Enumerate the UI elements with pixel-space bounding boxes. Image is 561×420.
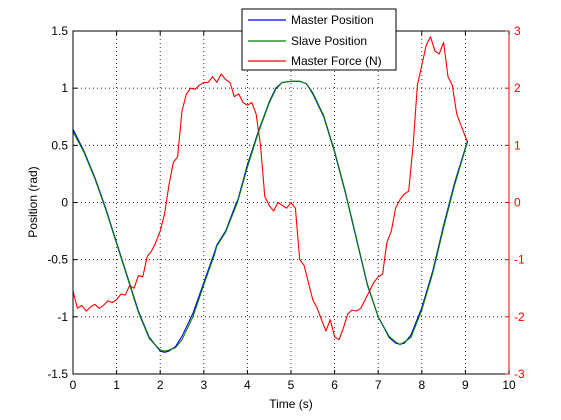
series-lines — [72, 36, 469, 353]
tick-labels: 0 1 2 3 4 5 6 7 8 9 10 -1.5 -1 -0.5 0 0.5 1 1.5 -3 -2 -1 0 1 2 3 — [47, 24, 525, 392]
x-tick-label: 6 — [331, 378, 338, 392]
y2-tick-label: -3 — [514, 367, 525, 381]
x-tick-label: 10 — [502, 378, 516, 392]
legend-label-slave-position: Slave Position — [291, 34, 367, 48]
legend-label-master-force: Master Force (N) — [291, 54, 382, 68]
series-master-force — [72, 36, 469, 341]
y-tick-label: 0 — [61, 196, 68, 210]
y-tick-label: 0.5 — [51, 138, 68, 152]
y-tick-label: -1 — [57, 310, 68, 324]
y2-tick-label: 2 — [514, 81, 521, 95]
x-axis-label: Time (s) — [269, 397, 313, 411]
y-tick-label: -1.5 — [47, 367, 68, 381]
y2-tick-label: -1 — [514, 253, 525, 267]
y2-tick-label: 3 — [514, 24, 521, 38]
y2-tick-label: 1 — [514, 138, 521, 152]
legend: Master Position Slave Position Master Fo… — [241, 8, 397, 71]
x-tick-label: 0 — [70, 378, 77, 392]
grid-lines — [73, 31, 509, 374]
y-axis-label: Position (rad) — [26, 166, 40, 237]
legend-box — [241, 8, 397, 71]
x-tick-label: 8 — [418, 378, 425, 392]
x-tick-label: 3 — [200, 378, 207, 392]
y2-tick-label: 0 — [514, 196, 521, 210]
y-tick-label: 1.5 — [51, 24, 68, 38]
x-tick-label: 1 — [113, 378, 120, 392]
tick-marks — [72, 30, 510, 375]
x-tick-label: 5 — [288, 378, 295, 392]
y-tick-label: -0.5 — [47, 253, 68, 267]
x-tick-label: 9 — [462, 378, 469, 392]
x-tick-label: 2 — [157, 378, 164, 392]
series-slave-position — [72, 80, 469, 352]
x-tick-label: 7 — [375, 378, 382, 392]
x-tick-label: 4 — [244, 378, 251, 392]
y2-tick-label: -2 — [514, 310, 525, 324]
legend-label-master-position: Master Position — [291, 13, 374, 27]
y-tick-label: 1 — [61, 81, 68, 95]
